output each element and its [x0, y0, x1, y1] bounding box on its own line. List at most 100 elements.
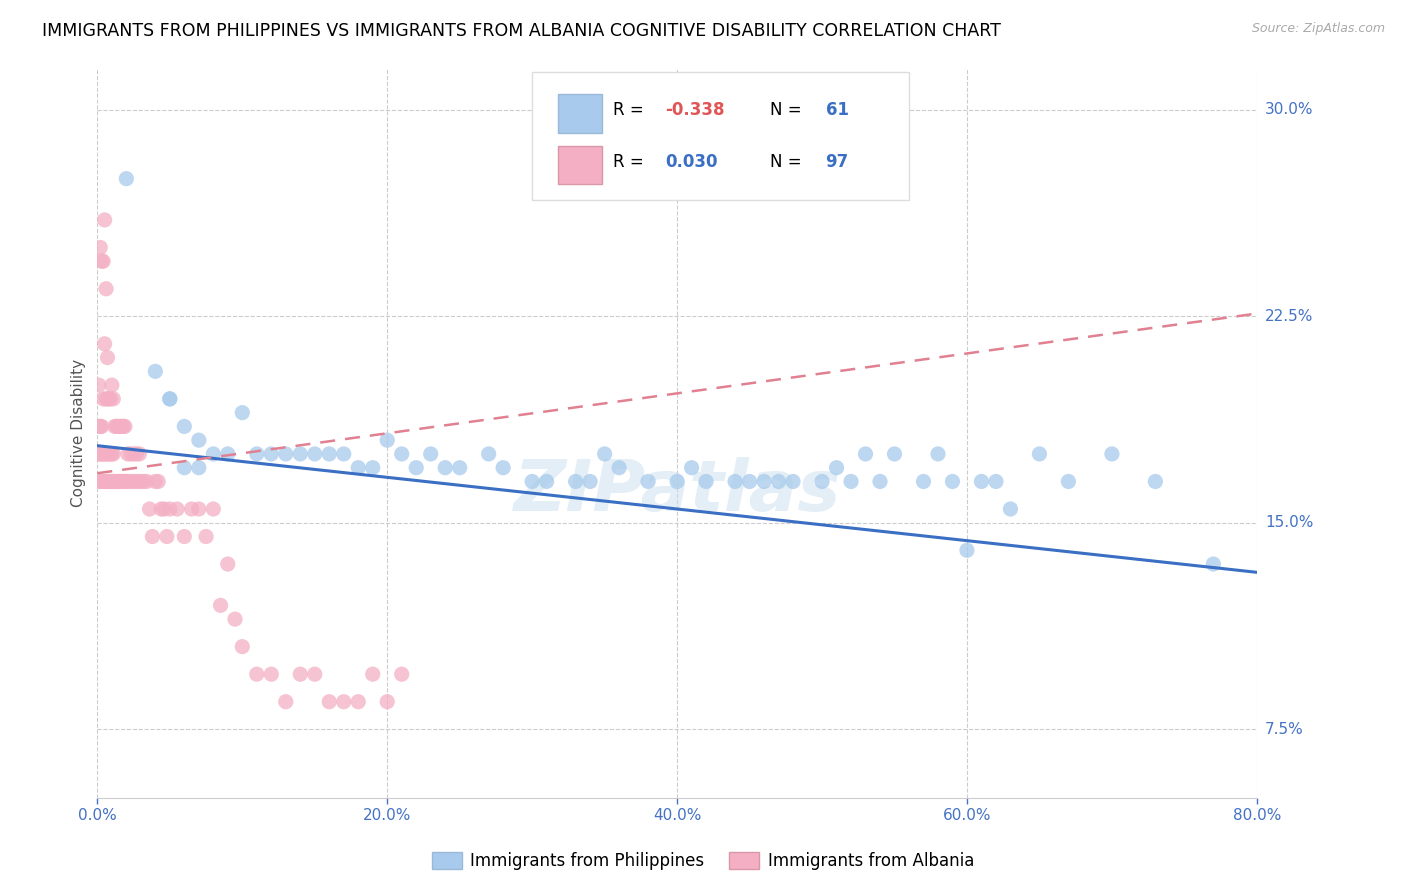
- Point: [768, 475, 790, 489]
- Point: [94, 475, 117, 489]
- Point: [159, 502, 181, 516]
- Point: [825, 460, 848, 475]
- Point: [202, 502, 225, 516]
- Point: [956, 543, 979, 558]
- Point: [347, 460, 370, 475]
- Bar: [558, 95, 602, 133]
- Point: [217, 557, 239, 571]
- Point: [105, 475, 128, 489]
- Point: [912, 475, 935, 489]
- Point: [89, 240, 111, 254]
- Point: [129, 475, 152, 489]
- Text: 7.5%: 7.5%: [1265, 722, 1303, 737]
- Text: R =: R =: [613, 153, 650, 170]
- Point: [93, 475, 115, 489]
- Point: [166, 502, 188, 516]
- Point: [231, 640, 253, 654]
- Point: [114, 419, 136, 434]
- Point: [91, 447, 114, 461]
- Bar: [558, 145, 602, 185]
- Point: [156, 529, 179, 543]
- FancyBboxPatch shape: [531, 72, 910, 200]
- Point: [108, 475, 131, 489]
- Point: [195, 529, 218, 543]
- Point: [103, 475, 125, 489]
- Point: [91, 254, 114, 268]
- Point: [637, 475, 659, 489]
- Point: [103, 447, 125, 461]
- Point: [449, 460, 471, 475]
- Point: [93, 213, 115, 227]
- Point: [159, 392, 181, 406]
- Point: [97, 475, 120, 489]
- Point: [110, 475, 132, 489]
- Point: [478, 447, 501, 461]
- Point: [89, 419, 111, 434]
- Point: [135, 475, 157, 489]
- Point: [101, 378, 124, 392]
- Point: [361, 667, 384, 681]
- Point: [148, 475, 170, 489]
- Point: [290, 447, 312, 461]
- Point: [209, 599, 232, 613]
- Point: [492, 460, 515, 475]
- Point: [111, 475, 134, 489]
- Point: [107, 475, 129, 489]
- Text: 30.0%: 30.0%: [1265, 103, 1313, 118]
- Y-axis label: Cognitive Disability: Cognitive Disability: [72, 359, 86, 508]
- Point: [97, 392, 120, 406]
- Point: [117, 447, 139, 461]
- Point: [318, 447, 340, 461]
- Point: [752, 475, 775, 489]
- Point: [120, 447, 142, 461]
- Point: [260, 667, 283, 681]
- Point: [695, 475, 717, 489]
- Point: [87, 378, 110, 392]
- Text: N =: N =: [770, 153, 807, 170]
- Text: ZIPatlas: ZIPatlas: [513, 458, 841, 526]
- Point: [101, 447, 124, 461]
- Point: [101, 475, 124, 489]
- Point: [883, 447, 905, 461]
- Text: N =: N =: [770, 102, 807, 120]
- Point: [138, 502, 160, 516]
- Point: [125, 447, 148, 461]
- Point: [434, 460, 457, 475]
- Point: [187, 460, 209, 475]
- Point: [1057, 475, 1080, 489]
- Point: [246, 667, 269, 681]
- Point: [121, 475, 143, 489]
- Point: [96, 447, 118, 461]
- Point: [318, 695, 340, 709]
- Point: [90, 254, 112, 268]
- Text: -0.338: -0.338: [665, 102, 725, 120]
- Point: [304, 447, 326, 461]
- Point: [187, 502, 209, 516]
- Point: [104, 475, 127, 489]
- Point: [111, 419, 134, 434]
- Point: [112, 419, 135, 434]
- Point: [564, 475, 586, 489]
- Point: [93, 447, 115, 461]
- Point: [132, 475, 155, 489]
- Point: [593, 447, 616, 461]
- Point: [90, 475, 112, 489]
- Point: [246, 447, 269, 461]
- Point: [118, 475, 141, 489]
- Point: [375, 695, 398, 709]
- Point: [304, 667, 326, 681]
- Point: [89, 475, 111, 489]
- Point: [115, 475, 138, 489]
- Text: 15.0%: 15.0%: [1265, 516, 1313, 530]
- Point: [96, 351, 118, 365]
- Point: [96, 392, 118, 406]
- Point: [124, 475, 146, 489]
- Point: [1101, 447, 1123, 461]
- Point: [105, 419, 128, 434]
- Point: [607, 460, 630, 475]
- Point: [90, 447, 112, 461]
- Point: [143, 475, 166, 489]
- Point: [520, 475, 543, 489]
- Point: [110, 419, 132, 434]
- Point: [347, 695, 370, 709]
